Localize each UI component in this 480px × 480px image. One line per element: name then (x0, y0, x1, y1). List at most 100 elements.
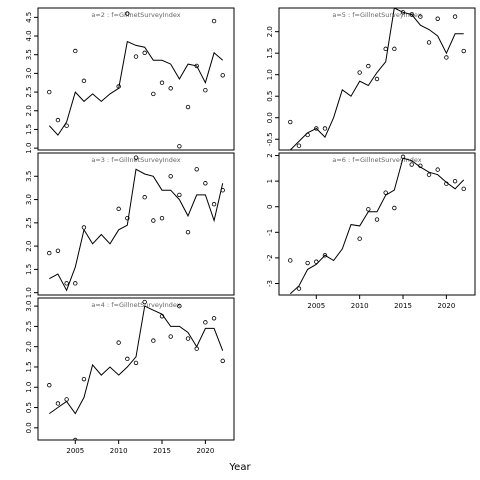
y-tick-label: 1.5 (25, 264, 33, 275)
y-tick-label: 2.5 (25, 87, 33, 98)
observed-point (203, 88, 208, 93)
observed-point (374, 217, 380, 222)
observed-point (55, 401, 61, 406)
observed-point (322, 126, 328, 131)
observed-point (177, 303, 182, 309)
data-layer (47, 299, 225, 440)
y-tick-label: 2.0 (266, 26, 274, 37)
panel-0: a=2 : f=GillnetSurveyIndex 1.0 1.5 2.0 2.5 3.… (25, 7, 235, 154)
observed-point (220, 358, 225, 364)
observed-point (392, 46, 397, 52)
observed-point (73, 281, 78, 286)
y-tick-label: 3.0 (25, 301, 33, 312)
observed-point (296, 143, 302, 148)
panel-3: a=6 : f=GillnetSurveyIndex -3 -2 -1 0 1 2 2005 2… (266, 152, 476, 310)
y-tick-label: 1.0 (25, 143, 33, 154)
observed-point (125, 215, 130, 221)
observed-point (125, 11, 130, 16)
observed-point (168, 174, 173, 179)
observed-point (47, 250, 52, 256)
observed-point (64, 281, 69, 286)
observed-point (142, 195, 147, 200)
panel-frame (37, 152, 235, 296)
y-tick-label: 1 (266, 179, 274, 183)
observed-point (461, 186, 466, 192)
y-tick-label: 1.0 (25, 382, 33, 393)
observed-point (452, 14, 458, 19)
y-tick-label: 0.0 (25, 422, 33, 433)
observed-point (159, 215, 165, 221)
panel-title: a=2 : f=GillnetSurveyIndex (91, 11, 180, 19)
observed-point (151, 218, 156, 223)
observed-point (47, 89, 52, 95)
y-tick-label: 3.0 (25, 194, 33, 205)
chart-panels: a=2 : f=GillnetSurveyIndex 1.0 1.5 2.0 2.5 3.… (25, 7, 476, 455)
panel-frame (278, 7, 476, 151)
observed-point (409, 162, 414, 167)
observed-point (185, 229, 191, 235)
observed-point (81, 376, 87, 382)
observed-point (194, 167, 199, 172)
y-tick-label: 2.5 (25, 217, 33, 228)
y-tick-label: 2.0 (25, 241, 33, 252)
observed-point (168, 334, 173, 339)
observed-point (366, 63, 371, 69)
panel-title: a=6 : f=GillnetSurveyIndex (332, 156, 421, 164)
observed-point (357, 236, 362, 241)
observed-point (322, 253, 328, 258)
panel-title: a=5 : f=GillnetSurveyIndex (332, 11, 421, 19)
observed-point (185, 336, 191, 341)
y-tick-label: 1.5 (25, 124, 33, 135)
x-tick-label: 2015 (394, 302, 412, 310)
y-tick-label: 1.0 (25, 287, 33, 298)
y-tick-label: 2.5 (25, 321, 33, 332)
observed-point (288, 119, 293, 125)
observed-point (461, 48, 466, 54)
observed-point (288, 258, 293, 263)
y-tick-label: -0.5 (266, 132, 274, 146)
y-tick-label: 0.0 (266, 112, 274, 123)
observed-point (203, 181, 208, 186)
fitted-line (48, 40, 224, 136)
observed-point (168, 86, 173, 91)
observed-point (159, 80, 165, 85)
observed-point (116, 340, 121, 345)
observed-point (383, 46, 388, 52)
observed-point (151, 338, 156, 343)
y-tick-label: 2.0 (25, 105, 33, 116)
y-tick-label: 1.5 (266, 48, 274, 59)
y-tick-label: 0.5 (25, 402, 33, 413)
observed-point (211, 202, 217, 207)
panel-1: a=5 : f=GillnetSurveyIndex -0.5 0.0 0.5 1.0 1… (266, 7, 476, 151)
fitted-line (49, 305, 224, 415)
observed-point (392, 205, 397, 211)
x-tick-label: 2010 (110, 447, 128, 455)
y-tick-label: 2 (266, 153, 274, 157)
y-tick-label: 0 (266, 204, 274, 208)
panel-4: a=4 : f=GillnetSurveyIndex 0.0 0.5 1.0 1.5 2.… (25, 297, 235, 455)
fitted-line (289, 157, 465, 295)
observed-point (125, 356, 130, 362)
observed-point (444, 55, 449, 60)
data-layer (288, 154, 466, 295)
y-tick-label: 4.0 (25, 30, 33, 41)
y-tick-label: 2.0 (25, 341, 33, 352)
panel-2: a=3 : f=GillnetSurveyIndex 1.0 1.5 2.0 2.5 3.… (25, 152, 235, 298)
y-tick-label: -2 (266, 254, 274, 261)
panel-frame (37, 7, 235, 151)
fitted-line (49, 168, 224, 292)
observed-point (435, 167, 440, 172)
observed-point (81, 225, 87, 230)
observed-point (314, 126, 319, 131)
x-tick-label: 2010 (351, 302, 369, 310)
observed-point (220, 73, 225, 78)
observed-point (133, 54, 139, 59)
observed-point (142, 299, 147, 305)
observed-point (133, 155, 139, 160)
y-tick-label: -3 (266, 280, 274, 287)
y-tick-label: 3.5 (25, 49, 33, 60)
fitted-line (289, 8, 464, 150)
observed-point (55, 248, 61, 253)
x-tick-label: 2015 (153, 447, 171, 455)
observed-point (211, 316, 217, 321)
